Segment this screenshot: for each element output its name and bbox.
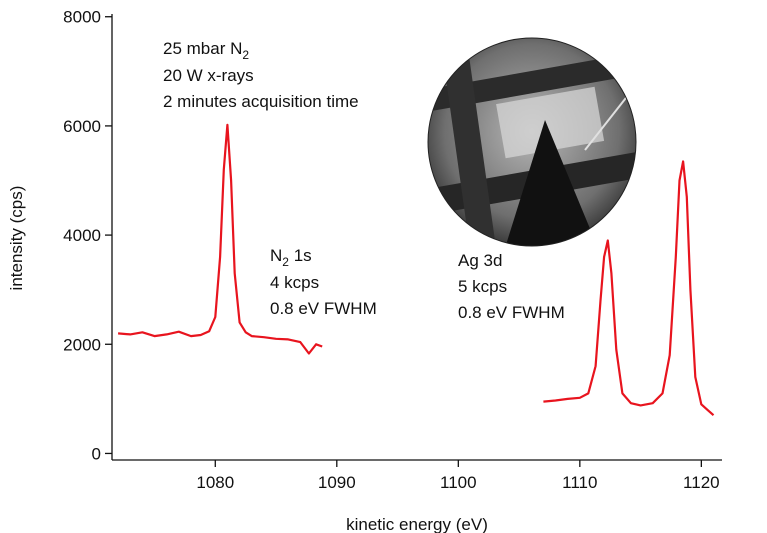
x-tick-label: 1100	[440, 473, 477, 492]
ag-peak-label: Ag 3d	[458, 251, 502, 270]
y-ticks: 0 2000 4000 6000 8000	[63, 8, 112, 463]
n2-peak-rate: 4 kcps	[270, 273, 319, 292]
y-tick-label: 8000	[63, 8, 101, 27]
conditions-pressure: 25 mbar N2	[163, 39, 249, 62]
series-group	[118, 123, 715, 417]
n2-peak-fwhm: 0.8 eV FWHM	[270, 299, 377, 318]
y-tick-label: 0	[92, 444, 101, 463]
conditions-acquisition-time: 2 minutes acquisition time	[163, 92, 359, 111]
y-tick-label: 4000	[63, 226, 101, 245]
n2-peak-label: N2 1s	[270, 246, 312, 269]
x-axis-title: kinetic energy (eV)	[346, 515, 488, 533]
spectrum-line-1	[118, 123, 323, 355]
y-tick-label: 2000	[63, 335, 101, 354]
x-tick-label: 1110	[562, 473, 597, 492]
y-tick-label: 6000	[63, 117, 101, 136]
x-tick-label: 1090	[318, 473, 356, 492]
x-ticks: 1080 1090 1100 1110 1120	[196, 460, 720, 492]
inset-photo	[427, 37, 637, 247]
x-tick-label: 1120	[683, 473, 720, 492]
spectrum-line-2	[543, 160, 715, 417]
ag-peak-rate: 5 kcps	[458, 277, 507, 296]
x-tick-label: 1080	[196, 473, 234, 492]
y-axis-title: intensity (cps)	[7, 186, 26, 291]
ag-peak-fwhm: 0.8 eV FWHM	[458, 303, 565, 322]
conditions-xray-power: 20 W x-rays	[163, 66, 254, 85]
